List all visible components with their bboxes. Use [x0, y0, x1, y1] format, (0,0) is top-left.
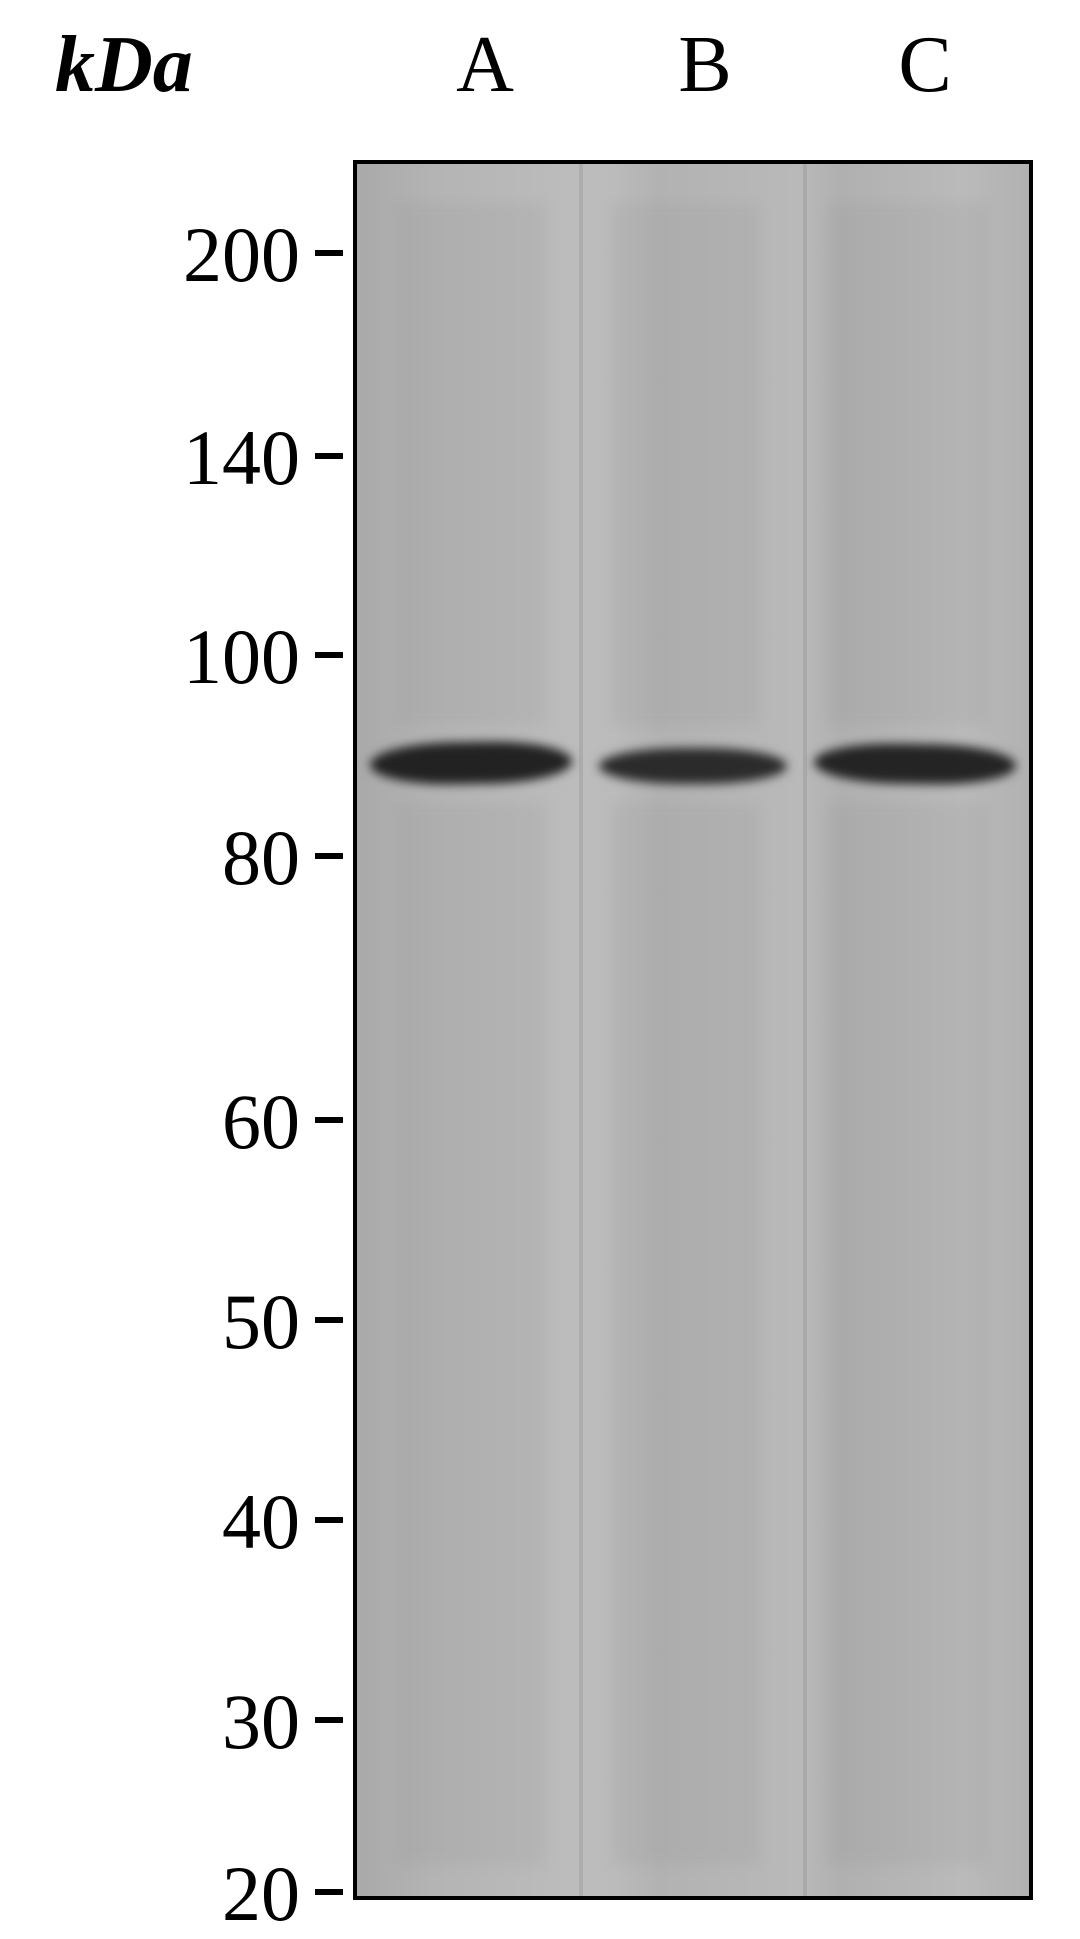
lane-label-b: B	[645, 20, 765, 111]
tick-label-80: 80	[40, 813, 300, 903]
tick-mark-200	[315, 250, 343, 256]
tick-label-200: 200	[40, 210, 300, 300]
lane-streak	[397, 204, 545, 724]
lane-separator-ab	[579, 164, 583, 1896]
band-lane-a	[370, 740, 572, 786]
band-lane-c	[814, 742, 1016, 786]
lane-streak	[612, 204, 760, 724]
lane-streak	[612, 804, 760, 1864]
tick-label-30: 30	[40, 1677, 300, 1767]
blot-frame	[353, 160, 1033, 1900]
tick-mark-50	[315, 1317, 343, 1323]
tick-label-40: 40	[40, 1477, 300, 1567]
lane-label-c: C	[865, 20, 985, 111]
tick-mark-80	[315, 853, 343, 859]
tick-label-140: 140	[40, 413, 300, 503]
lane-streak	[397, 804, 545, 1864]
lane-separator-bc	[803, 164, 807, 1896]
tick-label-20: 20	[40, 1849, 300, 1939]
tick-label-50: 50	[40, 1277, 300, 1367]
tick-label-100: 100	[40, 612, 300, 702]
tick-mark-140	[315, 453, 343, 459]
lane-label-a: A	[425, 20, 545, 111]
tick-mark-60	[315, 1117, 343, 1123]
figure-container: kDa A B C 200 140 100 80 60 50 40 30 20	[0, 0, 1080, 1929]
kda-axis-label: kDa	[55, 20, 193, 111]
blot-membrane	[357, 164, 1029, 1896]
lane-streak	[827, 204, 988, 724]
band-lane-b	[599, 748, 787, 784]
tick-mark-100	[315, 652, 343, 658]
tick-mark-40	[315, 1517, 343, 1523]
lane-streak	[827, 804, 988, 1864]
tick-mark-30	[315, 1717, 343, 1723]
tick-mark-20	[315, 1889, 343, 1895]
tick-label-60: 60	[40, 1077, 300, 1167]
